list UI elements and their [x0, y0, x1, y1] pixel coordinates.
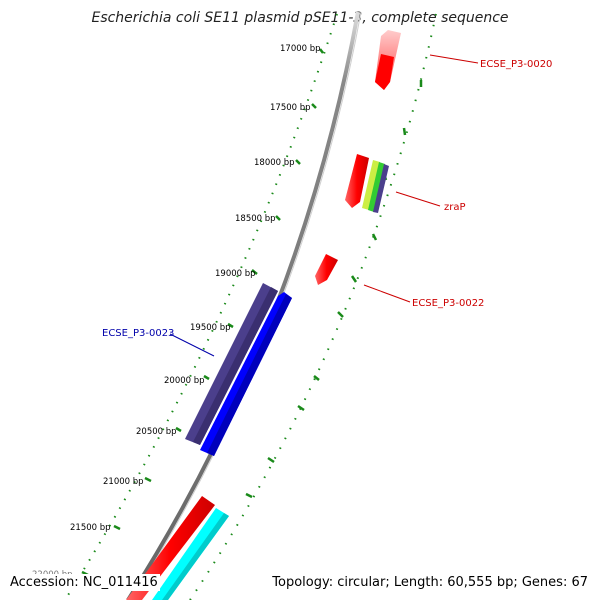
- gene-zraP-green: [368, 162, 385, 212]
- outer-tick: [297, 404, 305, 412]
- outer-scale-dots: [189, 13, 437, 600]
- inner-scale-dots: [64, 13, 338, 600]
- outer-tick: [313, 375, 320, 381]
- gene-blue-bar-shade: [207, 294, 292, 456]
- gene-arrow-core: [375, 54, 394, 90]
- inner-tick: [203, 374, 210, 381]
- gene-blue-long[interactable]: [200, 292, 292, 456]
- backbone-track: [126, 11, 362, 600]
- label-ECSE_P3-0020[interactable]: ECSE_P3-0020: [480, 59, 552, 70]
- outer-scale-ring: [189, 13, 437, 600]
- scale-label-17000: 17000 bp: [280, 44, 321, 54]
- outer-tick: [245, 492, 253, 499]
- backbone-arc: [126, 11, 360, 600]
- inner-tick: [251, 269, 258, 275]
- accession-label: Accession:: [10, 575, 79, 590]
- gene-zraP-yellowgreen: [362, 160, 380, 210]
- gene-cluster-zraP[interactable]: [345, 154, 389, 213]
- inner-tick: [144, 476, 152, 483]
- topology-info: Topology: circular; Length: 60,555 bp; G…: [270, 574, 590, 591]
- gene-ECSE_P3-0023[interactable]: [185, 283, 278, 445]
- inner-tick: [295, 159, 301, 165]
- scale-label-20000: 20000 bp: [164, 376, 205, 386]
- scale-label-19500: 19500 bp: [190, 323, 231, 333]
- inner-tick: [319, 48, 324, 54]
- gene-cyan-lower[interactable]: [152, 508, 229, 600]
- gene-labels: ECSE_P3-0020 zraP ECSE_P3-0022 ECSE_P3-0…: [102, 59, 552, 339]
- inner-tick: [113, 524, 121, 531]
- gene-arrow: [315, 254, 338, 285]
- inner-tick: [275, 215, 281, 221]
- inner-scale-ring: [64, 13, 338, 600]
- label-ECSE_P3-0022[interactable]: ECSE_P3-0022: [412, 298, 484, 309]
- inner-major-ticks: [81, 48, 324, 577]
- scale-label-18000: 18000 bp: [254, 158, 295, 168]
- map-title: Escherichia coli SE11 plasmid pSE11-3, c…: [91, 10, 509, 26]
- scale-label-18500: 18500 bp: [235, 214, 276, 224]
- outer-tick: [267, 456, 275, 464]
- leader-ECSE_P3-0023: [169, 333, 215, 357]
- leader-lines: [169, 54, 479, 357]
- scale-label-17500: 17500 bp: [270, 103, 311, 113]
- scale-label-21500: 21500 bp: [70, 523, 111, 533]
- outer-tick: [371, 233, 378, 241]
- gene-slate-bar-shade: [193, 287, 278, 445]
- gene-ECSE_P3-0020[interactable]: [375, 30, 401, 90]
- gene-zraP-red: [345, 154, 369, 208]
- inner-tick: [227, 322, 234, 329]
- scale-label-19000: 19000 bp: [215, 269, 256, 279]
- gene-cyan-bar-shade: [162, 513, 229, 600]
- outer-tick: [350, 275, 358, 283]
- accession-value: NC_011416: [82, 575, 158, 590]
- leader-ECSE_P3-0020: [429, 54, 479, 64]
- gene-zraP-slate: [373, 164, 389, 213]
- leader-ECSE_P3-0022: [363, 284, 411, 303]
- inner-tick: [311, 103, 317, 109]
- leader-zraP: [395, 191, 441, 207]
- gene-cyan-bar: [152, 508, 229, 600]
- label-zraP[interactable]: zraP: [444, 202, 466, 213]
- inner-tick: [175, 426, 182, 433]
- accession-info: Accession: NC_011416: [8, 574, 160, 591]
- scale-label-20500: 20500 bp: [136, 427, 177, 437]
- outer-tick: [337, 311, 344, 318]
- backbone-arc-highlight: [130, 11, 362, 600]
- outer-tick: [402, 127, 407, 136]
- scale-label-21000: 21000 bp: [103, 477, 144, 487]
- gene-ECSE_P3-0022[interactable]: [315, 254, 338, 285]
- label-ECSE_P3-0023[interactable]: ECSE_P3-0023: [102, 328, 174, 339]
